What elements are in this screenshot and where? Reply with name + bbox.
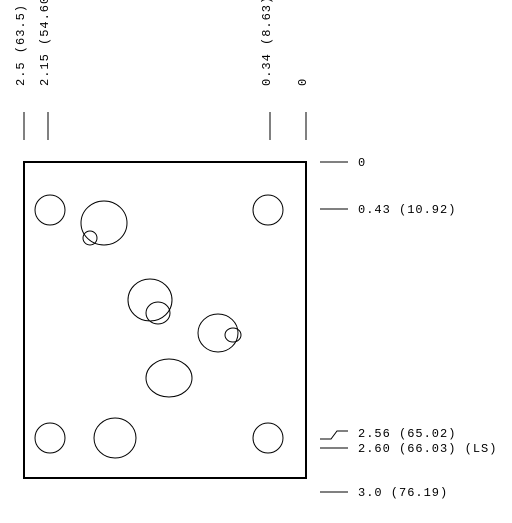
right-label-3: 2.60 (66.03) (LS) xyxy=(358,442,497,456)
right-label-1: 0.43 (10.92) xyxy=(358,203,456,217)
top-label-0: 2.5 (63.5) xyxy=(14,4,28,86)
engineering-diagram: 2.5 (63.5) 2.15 (54.60) 0.34 (8.63) 0 0 0.43 … xyxy=(0,0,512,523)
right-label-2: 2.56 (65.02) xyxy=(358,427,456,441)
top-label-3: 0 xyxy=(296,78,310,86)
right-label-0: 0 xyxy=(358,156,366,170)
top-label-2: 0.34 (8.63) xyxy=(260,0,274,86)
right-label-4: 3.0 (76.19) xyxy=(358,486,448,500)
top-label-1: 2.15 (54.60) xyxy=(38,0,52,86)
